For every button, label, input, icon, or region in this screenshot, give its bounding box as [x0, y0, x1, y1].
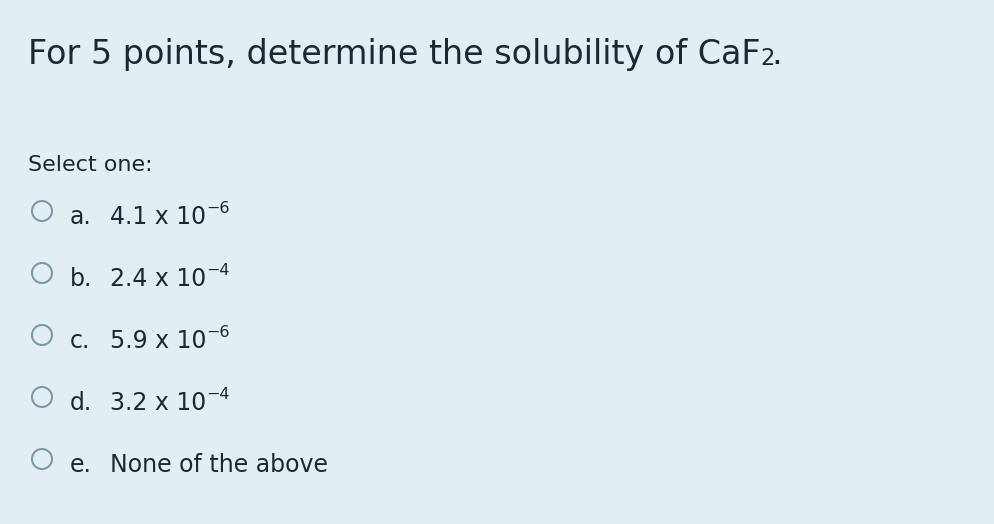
Text: .: .	[771, 38, 782, 71]
Text: 2: 2	[760, 47, 775, 70]
Text: Select one:: Select one:	[28, 155, 153, 175]
Text: e.: e.	[70, 453, 91, 477]
Text: −6: −6	[206, 201, 230, 216]
Text: 4.1 x 10: 4.1 x 10	[110, 205, 206, 229]
Text: For 5 points, determine the solubility of CaF: For 5 points, determine the solubility o…	[28, 38, 760, 71]
Text: 3.2 x 10: 3.2 x 10	[110, 391, 206, 415]
Text: None of the above: None of the above	[110, 453, 328, 477]
Text: −4: −4	[206, 263, 230, 278]
Text: d.: d.	[70, 391, 92, 415]
Text: 5.9 x 10: 5.9 x 10	[110, 329, 207, 353]
Text: a.: a.	[70, 205, 91, 229]
Text: c.: c.	[70, 329, 90, 353]
Text: −4: −4	[206, 387, 230, 402]
Text: b.: b.	[70, 267, 92, 291]
Text: 2.4 x 10: 2.4 x 10	[110, 267, 206, 291]
Text: −6: −6	[207, 325, 230, 340]
